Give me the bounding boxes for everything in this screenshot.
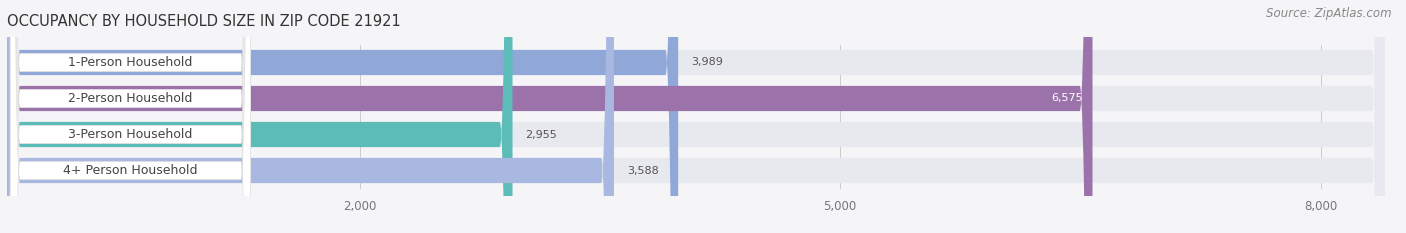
FancyBboxPatch shape xyxy=(7,0,678,233)
FancyBboxPatch shape xyxy=(7,0,1385,233)
FancyBboxPatch shape xyxy=(7,0,1092,233)
FancyBboxPatch shape xyxy=(7,0,614,233)
FancyBboxPatch shape xyxy=(10,0,250,233)
Text: 2,955: 2,955 xyxy=(526,130,557,140)
Text: 3-Person Household: 3-Person Household xyxy=(69,128,193,141)
FancyBboxPatch shape xyxy=(7,0,513,233)
Text: 1-Person Household: 1-Person Household xyxy=(69,56,193,69)
Text: 2-Person Household: 2-Person Household xyxy=(69,92,193,105)
FancyBboxPatch shape xyxy=(7,0,1385,233)
Text: Source: ZipAtlas.com: Source: ZipAtlas.com xyxy=(1267,7,1392,20)
FancyBboxPatch shape xyxy=(7,0,1385,233)
Text: 4+ Person Household: 4+ Person Household xyxy=(63,164,198,177)
Text: OCCUPANCY BY HOUSEHOLD SIZE IN ZIP CODE 21921: OCCUPANCY BY HOUSEHOLD SIZE IN ZIP CODE … xyxy=(7,14,401,29)
Text: 3,989: 3,989 xyxy=(690,58,723,68)
FancyBboxPatch shape xyxy=(10,0,250,233)
Text: 6,575: 6,575 xyxy=(1052,93,1083,103)
Text: 3,588: 3,588 xyxy=(627,165,658,175)
FancyBboxPatch shape xyxy=(10,0,250,233)
FancyBboxPatch shape xyxy=(10,0,250,233)
FancyBboxPatch shape xyxy=(7,0,1385,233)
